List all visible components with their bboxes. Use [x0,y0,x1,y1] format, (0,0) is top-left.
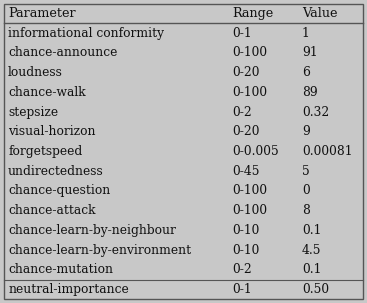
Text: 0-100: 0-100 [232,185,267,198]
Text: 0.32: 0.32 [302,105,329,118]
Text: 89: 89 [302,86,317,99]
Text: chance-attack: chance-attack [8,204,95,217]
Text: visual-horizon: visual-horizon [8,125,95,138]
Text: stepsize: stepsize [8,105,58,118]
Text: 0-100: 0-100 [232,86,267,99]
Text: 0-20: 0-20 [232,125,259,138]
Text: 0-1: 0-1 [232,27,251,40]
Text: neutral-importance: neutral-importance [8,283,129,296]
Text: 8: 8 [302,204,310,217]
Text: 0.00081: 0.00081 [302,145,352,158]
Text: 0.1: 0.1 [302,224,321,237]
Text: Parameter: Parameter [8,7,76,20]
Text: chance-learn-by-environment: chance-learn-by-environment [8,244,191,257]
Text: Range: Range [232,7,273,20]
Text: 0-1: 0-1 [232,283,251,296]
Text: chance-learn-by-neighbour: chance-learn-by-neighbour [8,224,176,237]
Text: 4.5: 4.5 [302,244,321,257]
Text: undirectedness: undirectedness [8,165,104,178]
Text: 0.1: 0.1 [302,263,321,276]
Text: chance-question: chance-question [8,185,110,198]
Text: 1: 1 [302,27,309,40]
Text: chance-walk: chance-walk [8,86,86,99]
Text: Value: Value [302,7,337,20]
Text: forgetspeed: forgetspeed [8,145,82,158]
Text: 5: 5 [302,165,309,178]
Text: 0-0.005: 0-0.005 [232,145,279,158]
Text: 0-45: 0-45 [232,165,259,178]
Text: 0-2: 0-2 [232,105,252,118]
Text: 91: 91 [302,46,317,59]
Text: chance-mutation: chance-mutation [8,263,113,276]
Text: 0: 0 [302,185,309,198]
Text: 6: 6 [302,66,310,79]
Text: 0-2: 0-2 [232,263,252,276]
Text: 0.50: 0.50 [302,283,329,296]
Text: 0-100: 0-100 [232,204,267,217]
Text: 0-10: 0-10 [232,244,259,257]
Text: 0-100: 0-100 [232,46,267,59]
Text: loudness: loudness [8,66,63,79]
Text: chance-announce: chance-announce [8,46,117,59]
Text: 9: 9 [302,125,310,138]
Text: 0-20: 0-20 [232,66,259,79]
Text: informational conformity: informational conformity [8,27,164,40]
Text: 0-10: 0-10 [232,224,259,237]
